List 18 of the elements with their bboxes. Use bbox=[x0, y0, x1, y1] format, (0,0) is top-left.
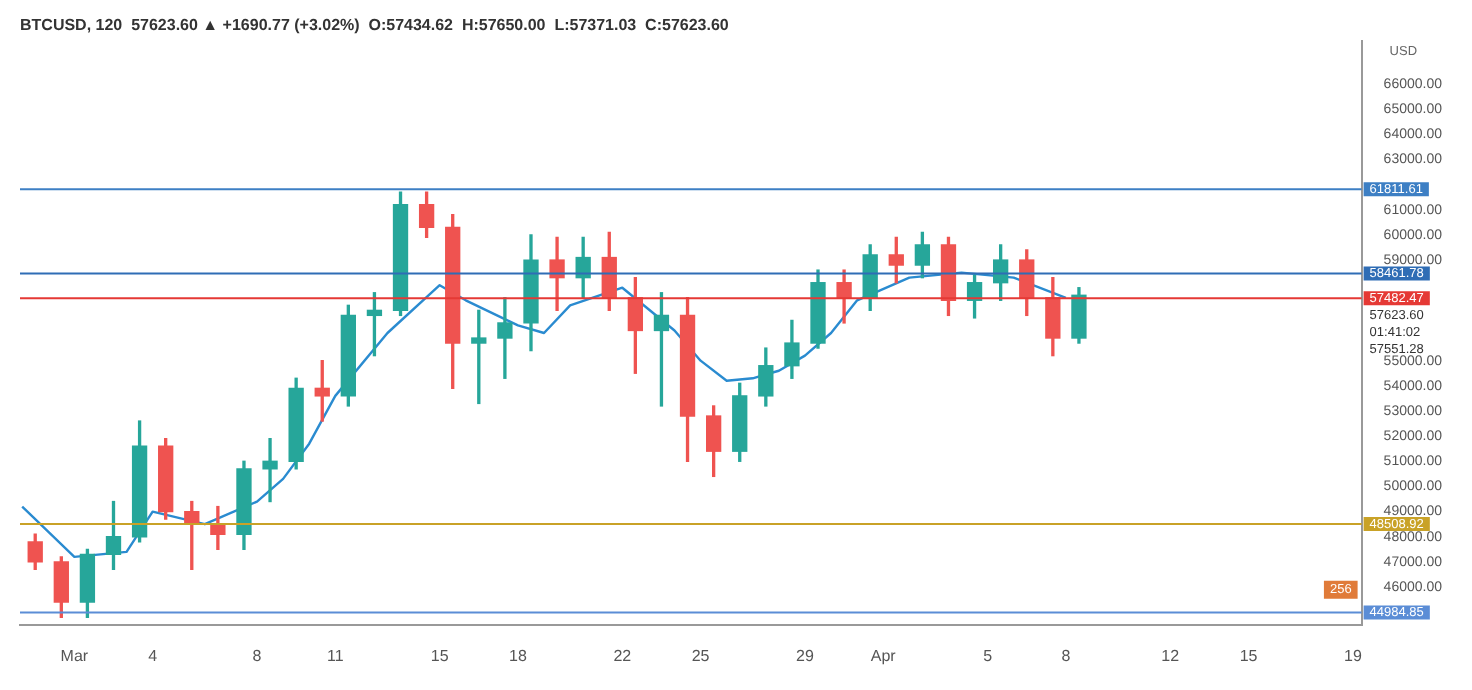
x-tick-label: 18 bbox=[509, 646, 528, 665]
x-tick-label: 15 bbox=[1239, 646, 1259, 665]
x-tick-label: 8 bbox=[1061, 646, 1072, 665]
chart-title: BTCUSD, 120 57623.60 ▲ +1690.77 (+3.02%) O:57434.62 H:57650.00 L:57371.03 C:57623.60 bbox=[20, 16, 730, 35]
x-tick-label: 19 bbox=[1344, 646, 1363, 665]
x-tick-label: 4 bbox=[148, 646, 159, 665]
x-tick-label: Apr bbox=[870, 646, 897, 665]
candlestick bbox=[262, 437, 278, 503]
x-tick-label: Mar bbox=[60, 646, 89, 665]
x-tick-label: 12 bbox=[1161, 646, 1181, 665]
x-tick-label: 29 bbox=[796, 646, 815, 665]
x-tick-label: 5 bbox=[983, 646, 994, 665]
x-tick-label: 15 bbox=[430, 646, 450, 665]
candlestick bbox=[497, 297, 513, 379]
x-tick-label: 8 bbox=[252, 646, 263, 665]
x-tick-label: 11 bbox=[326, 646, 345, 665]
x-tick-label: 25 bbox=[691, 646, 711, 665]
x-tick-label: 22 bbox=[613, 646, 633, 665]
